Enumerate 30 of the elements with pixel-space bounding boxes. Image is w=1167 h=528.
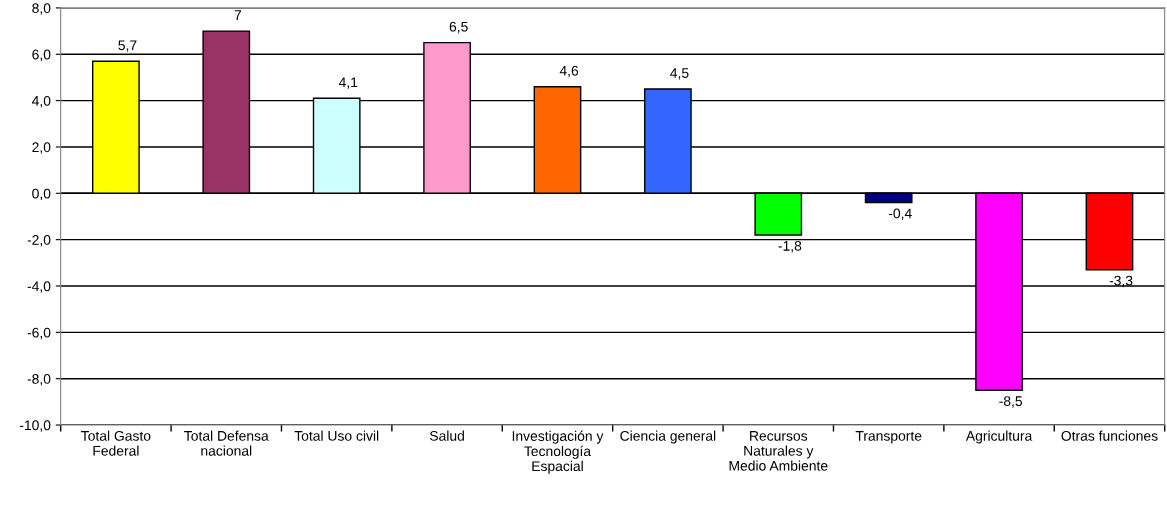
x-tick-label: Salud xyxy=(429,430,464,441)
data-label: 4,5 xyxy=(670,68,689,80)
y-tick-label: 6,0 xyxy=(32,49,51,62)
data-label: 6,5 xyxy=(449,21,468,34)
x-tick-label: Total Gasto Federal xyxy=(81,430,151,456)
x-tick-label: Total Uso civil xyxy=(294,430,379,441)
y-tick-label: -4,0 xyxy=(27,281,51,293)
x-tick-label: Investigación y Tecnología Espacial xyxy=(512,430,604,474)
x-tick-label: Transporte xyxy=(855,431,922,444)
y-tick-label: 0,0 xyxy=(32,188,51,201)
data-label: 4,6 xyxy=(559,65,579,78)
data-label: 4,1 xyxy=(338,77,358,89)
x-tick-label: Recursos Naturales y Medio Ambiente xyxy=(729,431,828,471)
y-tick-label: 2,0 xyxy=(32,142,51,154)
data-label: -3,3 xyxy=(1109,275,1133,288)
x-tick-label: Ciencia general xyxy=(620,430,716,444)
data-label: 5,7 xyxy=(118,40,137,52)
data-label: -0,4 xyxy=(888,208,912,220)
y-tick-label: -10,0 xyxy=(19,420,51,432)
y-tick-label: 4,0 xyxy=(31,95,51,108)
data-label: -8,5 xyxy=(999,396,1023,408)
y-tick-label: -8,0 xyxy=(27,374,51,386)
x-tick-label: Total Defensa nacional xyxy=(184,430,269,456)
data-label: -1,8 xyxy=(778,240,802,253)
data-label: 7 xyxy=(234,10,242,20)
x-tick-label: Otras funciones xyxy=(1061,430,1158,441)
y-tick-label: -2,0 xyxy=(27,234,51,247)
y-tick-label: 8,0 xyxy=(32,3,51,15)
x-tick-label: Agricultura xyxy=(965,430,1033,444)
y-tick-label: -6,0 xyxy=(27,327,51,340)
